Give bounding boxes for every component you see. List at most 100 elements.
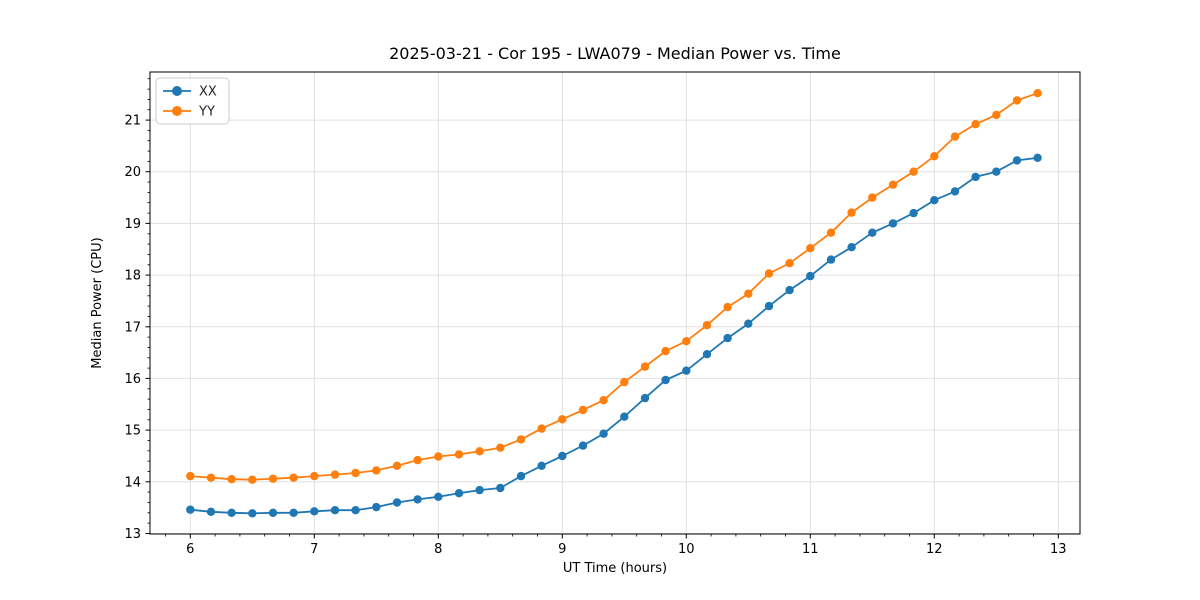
data-point-YY	[372, 466, 381, 475]
x-tick-label: 12	[926, 542, 943, 557]
data-point-XX	[599, 429, 608, 438]
data-point-YY	[537, 424, 546, 433]
x-tick-label: 11	[802, 542, 819, 557]
grid	[150, 72, 1080, 534]
data-point-YY	[847, 208, 856, 217]
data-point-YY	[950, 132, 960, 141]
x-tick-label: 13	[1050, 542, 1067, 557]
data-point-XX	[950, 187, 960, 196]
data-point-XX	[1012, 156, 1022, 165]
data-point-YY	[558, 415, 567, 424]
minor-ticks	[147, 78, 1034, 537]
data-point-XX	[785, 285, 794, 295]
legend-marker-YY	[172, 106, 182, 116]
data-point-YY	[392, 461, 402, 470]
series-XX	[186, 153, 1042, 518]
x-tick-label: 9	[558, 542, 566, 557]
data-point-XX	[826, 255, 836, 264]
y-tick-label: 20	[124, 165, 141, 180]
data-point-YY	[806, 244, 815, 253]
data-point-YY	[992, 110, 1001, 120]
y-axis-label: Median Power (CPU)	[90, 237, 105, 369]
data-point-YY	[930, 152, 939, 161]
y-tick-label: 16	[124, 372, 141, 387]
data-point-YY	[744, 289, 753, 298]
data-point-XX	[702, 350, 712, 359]
data-point-XX	[248, 509, 257, 518]
data-point-YY	[516, 435, 526, 444]
data-point-XX	[888, 219, 898, 228]
data-point-YY	[351, 468, 360, 478]
data-point-YY	[413, 455, 422, 465]
data-point-XX	[372, 502, 381, 512]
data-point-XX	[661, 375, 670, 385]
data-point-YY	[454, 450, 464, 459]
data-point-XX	[868, 228, 877, 237]
legend-marker-XX	[172, 86, 182, 96]
data-point-YY	[496, 443, 505, 452]
data-point-YY	[206, 473, 216, 482]
data-point-XX	[330, 506, 340, 515]
data-point-XX	[454, 489, 464, 498]
data-point-YY	[599, 396, 608, 405]
data-point-XX	[434, 492, 443, 501]
legend-label-XX: XX	[199, 85, 217, 100]
x-axis-label: UT Time (hours)	[562, 561, 668, 576]
data-point-XX	[992, 167, 1001, 176]
x-tick-label: 6	[186, 542, 194, 557]
y-tick-label: 19	[124, 217, 141, 232]
data-point-YY	[785, 259, 794, 268]
data-point-XX	[806, 271, 815, 281]
data-point-XX	[723, 333, 732, 343]
data-point-YY	[186, 471, 195, 481]
y-tick-label: 15	[124, 424, 141, 439]
x-tick-label: 7	[310, 542, 318, 557]
data-point-YY	[723, 302, 732, 312]
y-axis-ticks: 13 14 15 16 17 18 19 20 21	[124, 114, 150, 542]
data-point-XX	[578, 441, 588, 450]
data-point-YY	[702, 321, 712, 330]
legend-box	[155, 77, 230, 125]
y-tick-label: 13	[124, 527, 141, 542]
data-point-YY	[310, 471, 319, 481]
data-point-YY	[475, 447, 484, 456]
legend: XX YY	[155, 77, 230, 125]
data-point-XX	[640, 393, 650, 403]
data-point-XX	[186, 505, 195, 514]
legend-label-YY: YY	[198, 105, 215, 120]
data-point-XX	[909, 208, 918, 218]
data-point-XX	[930, 196, 939, 205]
data-point-YY	[971, 120, 980, 129]
data-point-YY	[248, 475, 257, 484]
data-point-YY	[661, 346, 670, 356]
chart-title: 2025-03-21 - Cor 195 - LWA079 - Median P…	[389, 44, 841, 63]
data-point-YY	[1012, 96, 1022, 105]
x-tick-label: 8	[434, 542, 442, 557]
data-point-XX	[475, 485, 484, 495]
data-point-XX	[537, 461, 546, 470]
data-point-XX	[268, 508, 278, 517]
data-point-YY	[888, 180, 898, 189]
data-point-XX	[764, 301, 774, 311]
data-point-YY	[826, 228, 836, 237]
x-axis-ticks: 6 7 8 9 10 11 12 13	[186, 534, 1067, 557]
y-tick-label: 21	[124, 114, 141, 129]
data-point-XX	[1033, 153, 1042, 162]
data-point-YY	[640, 362, 650, 371]
y-tick-label: 18	[124, 269, 141, 284]
axes-frame	[149, 71, 1081, 535]
data-point-XX	[310, 507, 319, 516]
data-point-XX	[496, 483, 505, 493]
data-point-YY	[909, 167, 918, 176]
x-tick-label: 10	[678, 542, 695, 557]
data-point-YY	[620, 377, 629, 387]
data-point-XX	[682, 366, 691, 375]
data-point-YY	[682, 337, 691, 346]
data-point-YY	[764, 269, 774, 278]
data-point-XX	[206, 507, 216, 516]
y-tick-label: 14	[124, 475, 141, 490]
data-point-YY	[1033, 89, 1042, 98]
data-point-YY	[268, 474, 278, 483]
